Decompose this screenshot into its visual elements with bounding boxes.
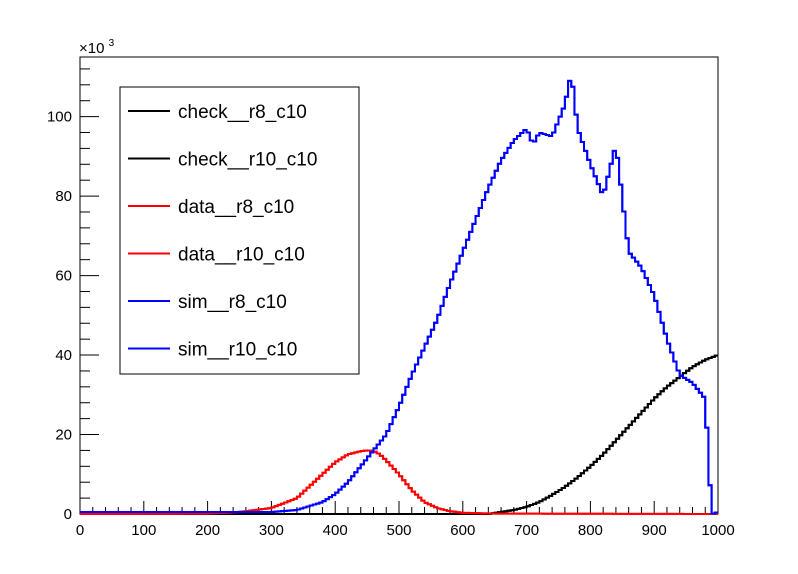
y-tick-label: 80: [55, 188, 72, 205]
series-group: [80, 79, 718, 515]
legend-label: data__r10_c10: [178, 245, 305, 266]
x-tick-label: 300: [259, 522, 284, 539]
x-tick-label: 600: [450, 522, 475, 539]
x-tick-label: 900: [642, 522, 667, 539]
x-tick-label: 700: [514, 522, 539, 539]
legend-label: check__r10_c10: [178, 150, 317, 171]
series-line-5: [80, 79, 718, 515]
y-tick-label: 20: [55, 427, 72, 444]
y-tick-label: 0: [64, 506, 72, 523]
x-axis: 0 100 200 300 400 500 600 700 800 900 1000: [76, 501, 735, 539]
x-tick-label: 400: [323, 522, 348, 539]
legend-box: [119, 86, 360, 375]
x-tick-label: 100: [131, 522, 156, 539]
y-tick-label: 60: [55, 268, 72, 285]
legend: check__r8_c10 check__r10_c10 data__r8_c10d…: [119, 86, 360, 375]
legend-label: data__r8_c10: [178, 197, 294, 218]
multiplier-base: ×10: [79, 40, 104, 57]
series-line-1: [80, 354, 718, 515]
x-tick-label: 800: [578, 522, 603, 539]
y-tick-label: 40: [55, 347, 72, 364]
x-tick-label: 200: [195, 522, 220, 539]
y-axis: 0 20 40 60 80 100: [47, 68, 99, 523]
multiplier-exponent: 3: [109, 38, 115, 49]
legend-label: sim__r10_c10: [178, 340, 297, 361]
x-tick-label: 1000: [701, 522, 734, 539]
y-multiplier-label: ×10 3: [79, 38, 115, 57]
x-tick-label: 0: [76, 522, 84, 539]
series-line-3: [80, 449, 718, 515]
legend-label: check__r8_c10: [178, 102, 307, 123]
y-tick-label: 100: [47, 109, 72, 126]
legend-label: sim__r8_c10: [178, 292, 287, 313]
x-tick-label: 500: [386, 522, 411, 539]
